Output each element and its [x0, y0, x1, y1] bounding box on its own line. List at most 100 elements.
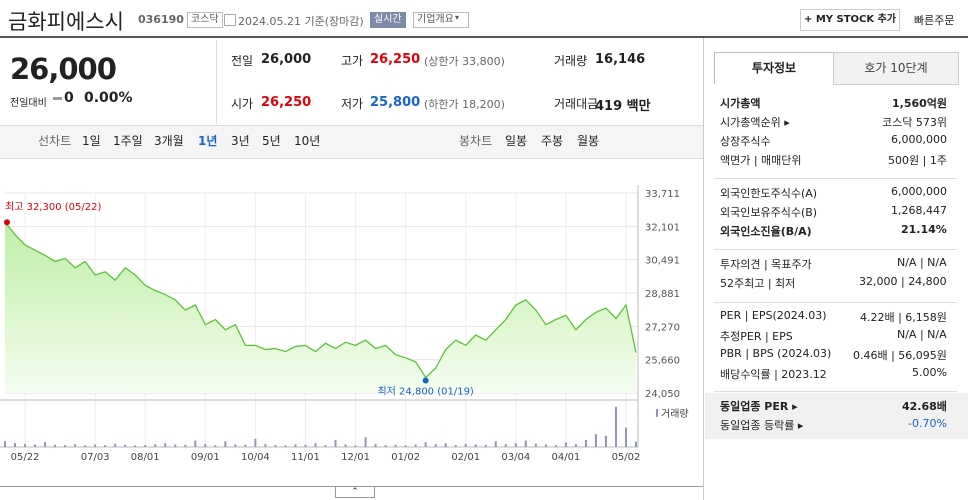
volume-bar [104, 445, 107, 447]
volume-bar [224, 441, 227, 447]
volume-bar [374, 444, 377, 447]
info-value: 6,000,000 [891, 133, 947, 146]
y-tick-label: 32,101 [645, 222, 680, 233]
period-tab[interactable]: 1주일 [113, 134, 143, 148]
volume-bar [234, 444, 237, 447]
info-label: PBR | BPS (2024.03) [720, 347, 832, 360]
realtime-badge[interactable]: 실시간 [370, 12, 406, 28]
info-value: -0.70% [908, 417, 947, 430]
candle-tab[interactable]: 주봉 [541, 134, 564, 148]
info-value: 0.46배 | 56,095원 [853, 349, 947, 362]
x-tick-label: 08/01 [131, 452, 160, 463]
high-dot [4, 219, 10, 226]
volume-bar [114, 443, 117, 447]
y-tick-label: 24,050 [645, 389, 680, 400]
volume-bar [514, 443, 517, 447]
side-tab[interactable]: 투자정보 [714, 52, 834, 84]
volume-bar [124, 444, 127, 447]
quote-value: 25,800 [370, 95, 421, 110]
current-price: 26,000 [10, 52, 117, 86]
quick-order[interactable]: 빠른주문 [914, 14, 955, 27]
volume-bar [284, 445, 287, 447]
volume-bar [584, 439, 587, 447]
volume-bar [384, 445, 387, 447]
change-label: 전일대비 [10, 98, 47, 109]
tab-bar [0, 125, 703, 159]
period-tab[interactable]: 3년 [231, 134, 250, 148]
area-fill [5, 222, 636, 393]
volume-bar [404, 445, 407, 447]
volume-bar [204, 444, 207, 447]
volume-bar [294, 444, 297, 447]
low-label: 최저 24,800 (01/19) [377, 385, 473, 397]
panel-divider [703, 38, 704, 500]
x-tick-label: 09/01 [191, 452, 220, 463]
change: 0 [64, 90, 74, 106]
volume-legend [656, 409, 658, 417]
quote-value: 26,250 [370, 52, 421, 67]
volume-bar [94, 444, 97, 447]
separator [714, 302, 957, 303]
volume-bar [494, 441, 497, 447]
volume-bar [74, 444, 77, 447]
separator [714, 178, 957, 179]
volume-bar [334, 439, 337, 447]
period-tab[interactable]: 1일 [82, 134, 101, 148]
info-label: 배당수익률 | 2023.12 [720, 368, 827, 381]
volume-bar [574, 444, 577, 447]
period-tab[interactable]: 3개월 [154, 134, 184, 148]
quote-label: 거래대금 [554, 97, 599, 111]
volume-bar [44, 442, 47, 447]
x-tick-label: 05/22 [11, 452, 40, 463]
volume-bar [454, 445, 457, 447]
quote-value: 26,250 [261, 95, 312, 110]
volume-bar [424, 442, 427, 447]
volume-bar [154, 444, 157, 447]
company-dropdown[interactable]: 기업개요 [413, 12, 469, 28]
mystock-button[interactable]: + MY STOCK 추가 [800, 9, 900, 31]
info-value: N/A | N/A [897, 256, 947, 269]
side-tab[interactable]: 호가 10단계 [833, 52, 959, 85]
volume-bar [4, 441, 6, 447]
volume-bar [474, 444, 477, 447]
info-label: 상장주식수 [720, 135, 771, 148]
period-tab[interactable]: 10년 [294, 134, 321, 148]
bottom-rule [0, 486, 703, 487]
candle-tab[interactable]: 월봉 [577, 134, 600, 148]
volume-bar [564, 442, 567, 447]
info-value: 32,000 | 24,800 [859, 275, 947, 288]
info-value: 코스닥 573위 [882, 116, 947, 129]
volume-bar [24, 444, 27, 447]
period-tab[interactable]: 1년 [198, 134, 218, 148]
volume-bar [464, 443, 467, 447]
stock-title[interactable]: 금화피에스시 [8, 10, 124, 34]
quote-label: 거래량 [554, 54, 588, 68]
dropdown-arrow: ▾ [455, 13, 460, 22]
volume-bar [164, 443, 167, 447]
period-tab[interactable]: 5년 [262, 134, 281, 148]
quote-value: 26,000 [261, 52, 312, 67]
volume-bar [524, 440, 527, 447]
volume-bar [614, 406, 617, 447]
volume-bar [444, 443, 447, 447]
volume-bar [434, 444, 437, 447]
volume-bar [144, 445, 147, 447]
tab-label: 봉차트 [459, 134, 493, 148]
volume-bar [604, 435, 607, 447]
info-label: 52주최고 | 최저 [720, 277, 796, 290]
info-value: 6,000,000 [891, 185, 947, 198]
separator [714, 391, 957, 392]
x-tick-label: 12/01 [341, 452, 370, 463]
candle-tab[interactable]: 일봉 [505, 134, 528, 148]
volume-bar [394, 444, 397, 447]
volume-bar [214, 445, 217, 447]
header-rule [0, 36, 968, 38]
volume-bar [364, 437, 367, 447]
volume-bar [64, 445, 67, 447]
volume-bar [484, 444, 487, 447]
calendar-icon [224, 14, 236, 26]
collapse-button[interactable]: ⌃ [335, 487, 375, 498]
info-label: 외국인한도주식수(A) [720, 187, 818, 200]
info-value: 5.00% [912, 366, 947, 379]
info-label: 투자의견 | 목표주가 [720, 258, 812, 271]
